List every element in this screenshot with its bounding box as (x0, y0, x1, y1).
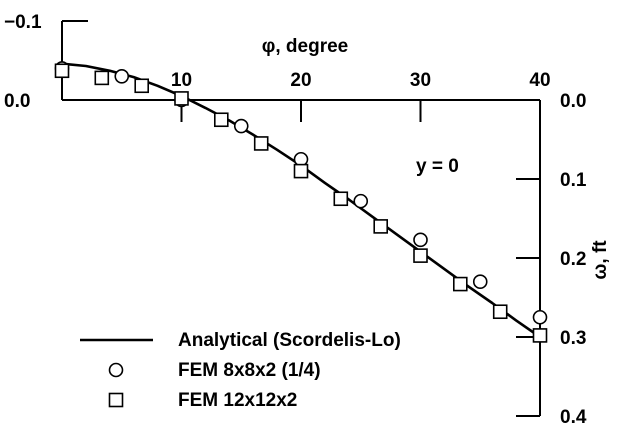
left-y-tick-label: 0.0 (4, 91, 30, 112)
right-y-tick-label: 0.0 (560, 91, 586, 112)
legend: Analytical (Scordelis-Lo) FEM 8x8x2 (1/4)… (80, 330, 401, 411)
fem-8x8x2-point (353, 193, 369, 209)
axes: 10 20 30 40 −0.1 0.0 0.0 0.1 0.2 0.3 0.4 (4, 12, 587, 428)
fem-12x12x2-point (373, 219, 389, 234)
right-y-tick-label: 0.3 (560, 328, 586, 349)
x-tick-label: 40 (529, 70, 550, 91)
fem-12x12x2-point (293, 163, 309, 179)
fem-8x8x2-point (472, 274, 488, 290)
fem-8x8x2-point (233, 118, 249, 134)
series-markers (54, 61, 548, 343)
fem-12x12x2-point (174, 91, 189, 106)
y-axis-title: ω, ft (590, 240, 611, 280)
x-tick-label: 10 (171, 70, 192, 91)
x-tick-label: 20 (290, 70, 311, 91)
fem-12x12x2-point (333, 191, 349, 207)
fem-12x12x2-point (253, 136, 269, 151)
right-y-tick-label: 0.4 (560, 407, 587, 428)
fem-12x12x2-point (213, 112, 229, 128)
x-tick-label: 30 (410, 70, 431, 91)
fem-8x8x2-point (293, 151, 309, 167)
chart-annotation: y = 0 (416, 156, 459, 177)
fem-8x8x2-point (413, 232, 428, 248)
right-y-tick-label: 0.1 (560, 170, 587, 191)
fem-12x12x2-point (452, 276, 468, 292)
fem-12x12x2-point (492, 304, 508, 320)
legend-label: FEM 8x8x2 (1/4) (178, 360, 321, 381)
fem-8x8x2-point (114, 69, 130, 84)
right-y-tick-label: 0.2 (560, 249, 586, 270)
fem-12x12x2-point (134, 78, 150, 94)
fem-12x12x2-point (413, 248, 428, 263)
fem-12x12x2-point (54, 63, 70, 79)
legend-circle-icon (108, 362, 124, 378)
fem-8x8x2-point (532, 309, 548, 325)
left-y-tick-label: −0.1 (4, 12, 42, 33)
x-axis-title: φ, degree (262, 36, 348, 57)
fem-12x12x2-point (94, 70, 110, 86)
legend-label: FEM 12x12x2 (178, 390, 297, 411)
fem-12x12x2-point (532, 328, 548, 343)
legend-square-icon (108, 392, 124, 408)
legend-label: Analytical (Scordelis-Lo) (178, 330, 401, 351)
